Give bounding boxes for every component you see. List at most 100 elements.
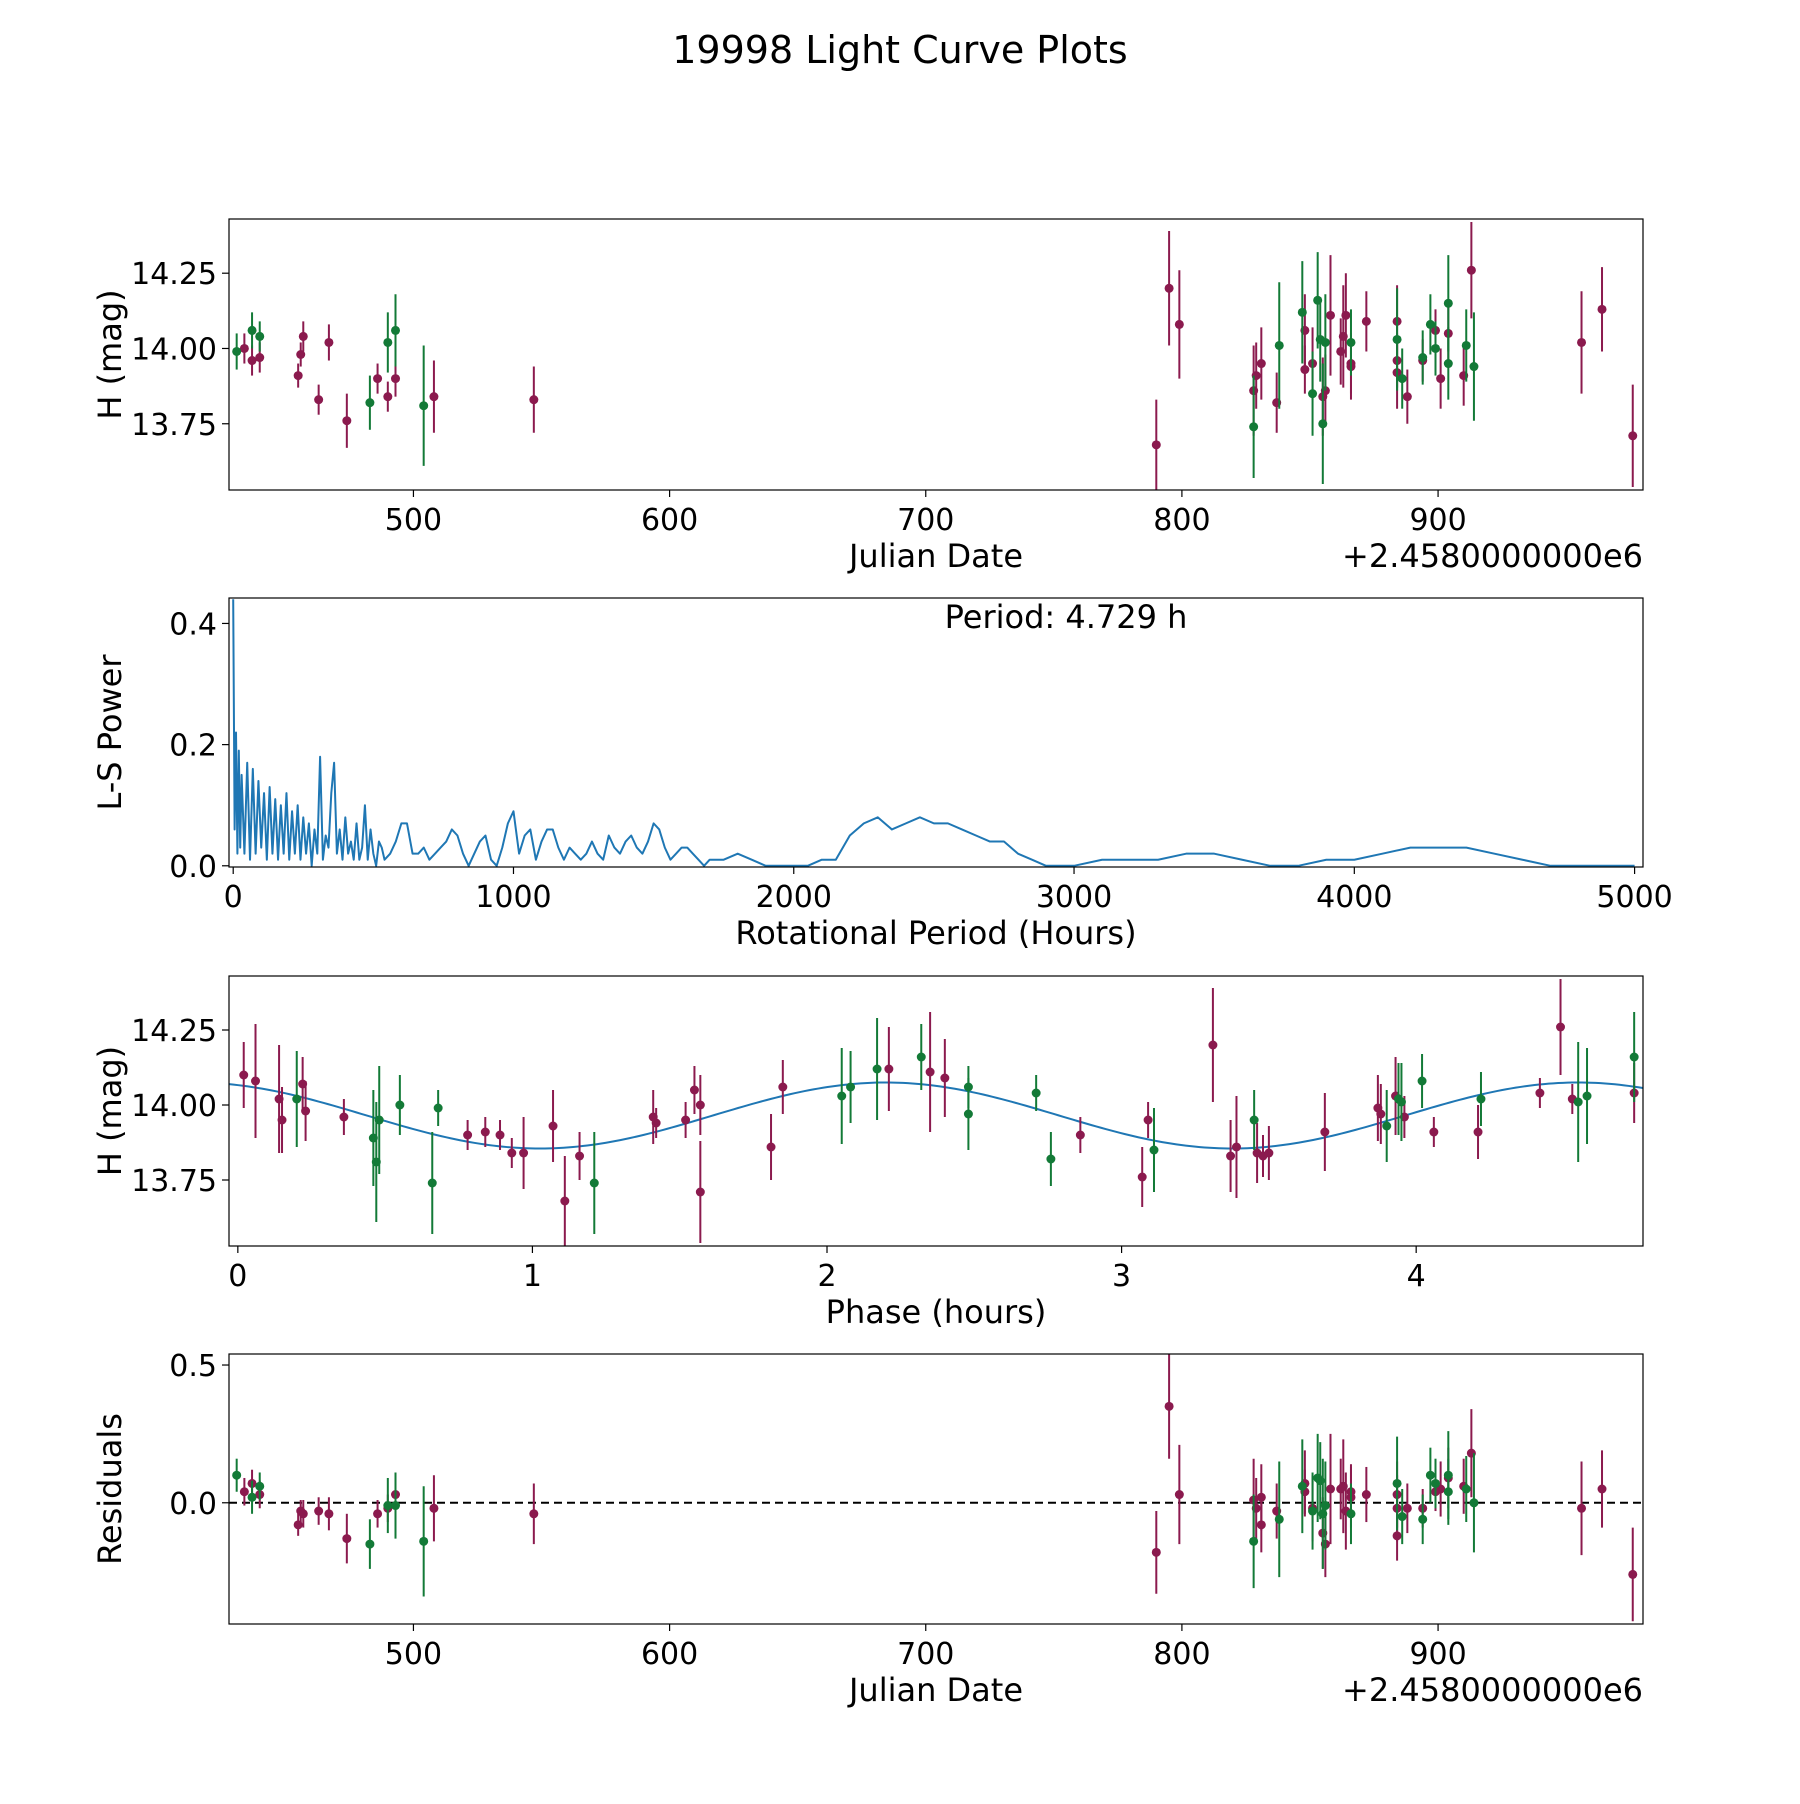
data-point [1461,340,1471,350]
x-tick-label: 800 [1153,503,1210,538]
data-point [916,1052,926,1062]
data-point [589,1178,599,1188]
data-point [507,1148,517,1158]
data-point [1402,392,1412,402]
data-point [1597,304,1607,314]
data-point [324,337,334,347]
data-point [1392,1478,1402,1488]
x-offset-label: +2.4580000000e6 [1342,537,1643,575]
data-point [463,1130,473,1140]
data-point [419,1536,429,1546]
y-tick-label: 13.75 [131,408,217,443]
x-tick-label: 2 [817,1259,836,1294]
data-point [1476,1094,1486,1104]
y-tick-label: 0.0 [169,850,217,885]
data-point [651,1118,661,1128]
data-point [247,356,257,366]
data-point [1431,1478,1441,1488]
data-point [395,1100,405,1110]
figure-title: 19998 Light Curve Plots [672,28,1128,72]
x-tick-label: 2000 [756,880,832,915]
data-point [1320,1501,1330,1511]
data-point [1256,359,1266,369]
data-point [1174,1490,1184,1500]
data-point [391,325,401,335]
x-tick-label: 5000 [1596,880,1672,915]
data-point [695,1100,705,1110]
x-tick-label: 900 [1409,503,1466,538]
data-point [1264,1148,1274,1158]
data-point [1231,1142,1241,1152]
x-axis-label: Phase (hours) [826,1293,1047,1331]
data-point [427,1178,437,1188]
data-point [239,1070,249,1080]
plot-area-phased [229,979,1643,1246]
x-tick-label: 3000 [1036,880,1112,915]
data-point [383,392,393,402]
x-tick-label: 1000 [475,880,551,915]
y-axis-label: L-S Power [91,654,129,811]
x-axis-label: Julian Date [847,1671,1023,1709]
plot-area-periodogram [232,599,1635,867]
y-tick-label: 0.0 [169,1487,217,1522]
data-point [1320,1127,1330,1137]
axes-frame [228,597,1644,868]
data-point [884,1064,894,1074]
y-tick-label: 14.00 [131,332,217,367]
data-point [314,1506,324,1516]
data-point [1382,1121,1392,1131]
y-axis-label: Residuals [91,1413,129,1565]
data-point [1031,1088,1041,1098]
data-point [1429,1127,1439,1137]
data-point [1256,1520,1266,1530]
data-point [1397,374,1407,384]
data-point [298,1509,308,1519]
data-point [846,1082,856,1092]
data-point [1397,1512,1407,1522]
data-point [1318,419,1328,429]
data-point [1174,319,1184,329]
data-point [383,337,393,347]
data-point [277,1115,287,1125]
plot-area-lightcurve [232,222,1638,490]
data-point [1556,1022,1566,1032]
data-point [374,1115,384,1125]
y-tick-label: 13.75 [131,1164,217,1199]
data-point [1325,310,1335,320]
data-point [429,1503,439,1513]
data-point [232,1470,242,1480]
y-axis-label: H (mag) [91,1046,129,1176]
data-point [1402,1503,1412,1513]
data-point [1320,337,1330,347]
data-point [255,1481,265,1491]
data-point [548,1121,558,1131]
data-point [365,398,375,408]
data-point [1466,265,1476,275]
data-point [342,416,352,426]
data-point [1297,307,1307,317]
period-annotation: Period: 4.729 h [945,598,1188,636]
data-point [778,1082,788,1092]
data-point [342,1534,352,1544]
y-tick-label: 14.25 [131,257,217,292]
x-tick-label: 1 [523,1259,542,1294]
data-point [1341,310,1351,320]
x-tick-label: 0 [228,1259,247,1294]
data-point [1249,1536,1259,1546]
data-point [298,331,308,341]
axes-frame [228,975,1644,1247]
data-point [1582,1091,1592,1101]
x-tick-label: 600 [641,1637,698,1672]
data-point [239,343,249,353]
data-point [1151,440,1161,450]
data-point [963,1109,973,1119]
data-point [1376,1109,1386,1119]
data-point [1325,1484,1335,1494]
data-point [1443,359,1453,369]
data-point [1461,1484,1471,1494]
data-point [1535,1088,1545,1098]
data-point [925,1067,935,1077]
data-point [1425,1470,1435,1480]
